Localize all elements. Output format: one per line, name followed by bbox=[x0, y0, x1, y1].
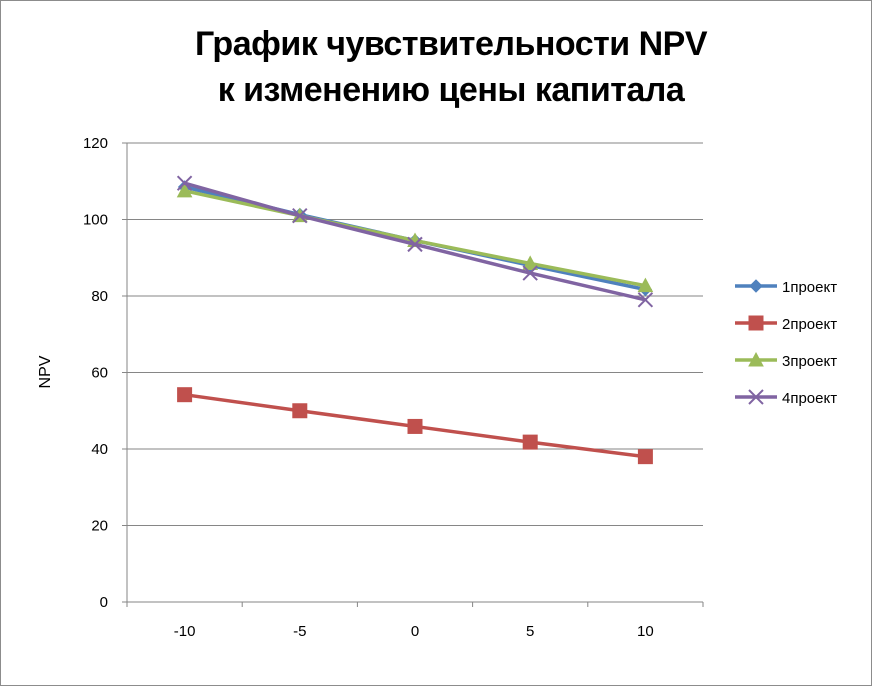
x-tick-label: 10 bbox=[637, 623, 654, 640]
y-tick-label: 60 bbox=[91, 365, 108, 382]
legend-label: 4проект bbox=[782, 390, 837, 407]
chart-subtitle: к изменению цены капитала bbox=[217, 71, 685, 109]
data-point bbox=[637, 277, 654, 293]
legend-item-4: 4проект bbox=[735, 389, 837, 407]
data-point bbox=[292, 403, 308, 419]
series-lines bbox=[176, 175, 654, 465]
legend-label: 2проект bbox=[782, 316, 837, 333]
data-point bbox=[292, 207, 308, 224]
data-point bbox=[176, 175, 193, 191]
x-tick-label: 5 bbox=[526, 623, 534, 640]
series-4 bbox=[176, 175, 654, 308]
y-tick-label: 40 bbox=[91, 441, 108, 458]
legend-item-1: 1проект bbox=[735, 279, 837, 296]
legend-label: 1проект bbox=[782, 279, 837, 296]
data-point bbox=[522, 255, 539, 270]
data-point bbox=[637, 292, 654, 308]
legend-item-3: 3проект bbox=[735, 351, 837, 370]
data-point bbox=[407, 236, 423, 253]
data-point bbox=[177, 387, 193, 403]
legend-marker bbox=[749, 279, 763, 293]
x-tick-label: -10 bbox=[174, 623, 196, 640]
legend-marker bbox=[748, 389, 764, 405]
data-point bbox=[522, 434, 538, 450]
series-3 bbox=[176, 182, 654, 293]
legend-marker bbox=[748, 351, 764, 367]
y-tick-label: 100 bbox=[83, 212, 108, 229]
y-tick-label: 20 bbox=[91, 518, 108, 535]
chart-title: График чувствительности NPV bbox=[194, 25, 708, 63]
y-axis-label: NPV bbox=[37, 355, 54, 388]
legend: 1проект 2проект 3проект 4проект bbox=[735, 279, 837, 407]
y-tick-label: 0 bbox=[100, 594, 108, 611]
data-point bbox=[522, 265, 538, 281]
series-2 bbox=[177, 387, 653, 465]
y-tick-label: 120 bbox=[83, 135, 108, 152]
x-tick-label: -5 bbox=[293, 623, 306, 640]
y-tick-label: 80 bbox=[91, 288, 108, 305]
legend-marker bbox=[748, 315, 764, 331]
data-point bbox=[176, 182, 193, 198]
legend-label: 3проект bbox=[782, 353, 837, 370]
axes: 0 20 40 60 80 100 120 -10 -5 0 5 10 bbox=[83, 135, 704, 640]
data-point bbox=[407, 418, 423, 434]
x-tick-label: 0 bbox=[411, 623, 419, 640]
legend-item-2: 2проект bbox=[735, 315, 837, 333]
data-point bbox=[637, 449, 653, 465]
gridlines bbox=[127, 142, 703, 526]
